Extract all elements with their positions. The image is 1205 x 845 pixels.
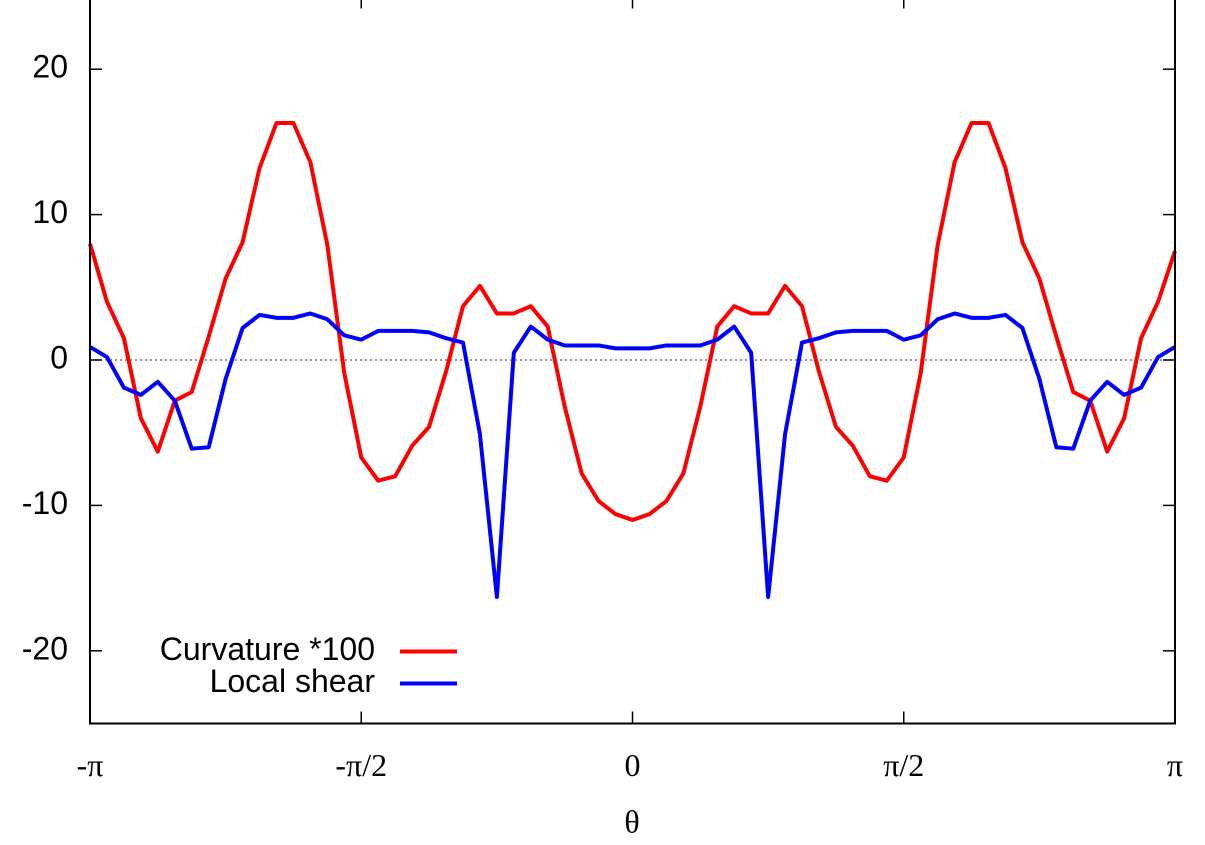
y-tick-label: -20 (22, 630, 68, 666)
y-tick-label: 20 (32, 49, 68, 85)
x-axis-label: θ (624, 803, 639, 839)
legend-label: Curvature *100 (160, 631, 375, 667)
x-tick-label: -π (77, 747, 104, 783)
x-tick-label: -π/2 (335, 747, 387, 783)
data-line (88, 121, 1177, 522)
data-line (88, 311, 1177, 599)
x-tick-label: 0 (625, 747, 641, 783)
y-tick-label: 10 (32, 194, 68, 230)
plot-frame (89, 0, 1176, 725)
legend-label: Local shear (210, 663, 376, 699)
x-tick-label: π/2 (883, 747, 924, 783)
y-tick-label: -10 (22, 485, 68, 521)
y-tick-label: 0 (50, 339, 68, 375)
x-tick-label: π (1167, 747, 1183, 783)
